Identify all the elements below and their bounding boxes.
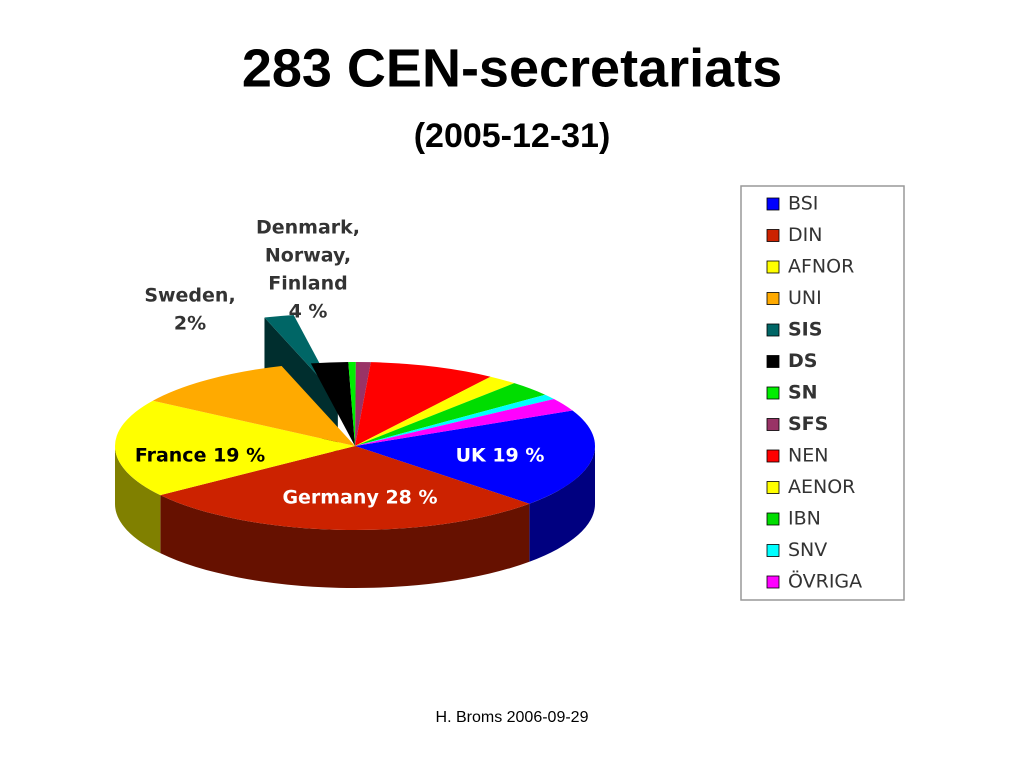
slice	[355, 399, 573, 446]
legend-label: SNV	[788, 539, 827, 561]
annotation: France 19 %	[135, 445, 265, 467]
legend-swatch	[766, 323, 780, 337]
annotation: 2%	[174, 313, 206, 335]
legend-swatch	[766, 481, 780, 494]
legend-box	[740, 185, 905, 601]
legend-swatch	[766, 512, 780, 526]
legend-label: AFNOR	[788, 256, 854, 278]
legend-swatch	[766, 386, 780, 400]
legend-label: SIS	[788, 319, 822, 341]
slice-side	[160, 495, 530, 588]
legend-swatch	[766, 229, 780, 242]
slice	[355, 362, 371, 446]
chart-subtitle: (2005-12-31)	[414, 117, 611, 155]
legend-label: ÖVRIGA	[788, 570, 862, 593]
slice	[355, 410, 596, 504]
chart-title: 283 CEN-secretariats	[242, 38, 782, 98]
legend-swatch	[766, 449, 780, 463]
slice	[355, 383, 546, 446]
slice	[114, 400, 355, 496]
legend-swatch	[766, 292, 780, 305]
slice	[348, 362, 356, 446]
slice	[310, 362, 355, 446]
legend-swatch	[766, 544, 780, 557]
annotation: Norway,	[265, 245, 351, 267]
legend-swatch	[766, 355, 780, 368]
legend-label: IBN	[788, 508, 821, 530]
legend-label: UNI	[788, 287, 822, 309]
slice	[355, 362, 491, 446]
annotation: Finland	[268, 273, 347, 295]
annotation: Sweden,	[144, 285, 235, 307]
pie	[114, 314, 596, 588]
annotation: UK 19 %	[456, 445, 545, 467]
legend-label: DS	[788, 350, 817, 372]
legend-swatch	[766, 418, 780, 431]
legend-label: BSI	[788, 193, 818, 215]
slice	[160, 446, 530, 530]
slice	[152, 366, 355, 446]
annotation: Denmark,	[256, 217, 360, 239]
legend-swatch	[766, 260, 780, 274]
legend-label: SN	[788, 382, 818, 404]
slice	[355, 376, 515, 446]
legend: BSI DIN AFNOR UNI SIS DS SN SFS NEN AENOR IBN SNV ÖV…	[740, 185, 905, 601]
annotation: 4 %	[289, 301, 328, 323]
slice-side	[529, 446, 595, 562]
legend-label: NEN	[788, 445, 828, 467]
annotation: Germany 28 %	[282, 487, 437, 509]
legend-label: SFS	[788, 413, 828, 435]
legend-label: DIN	[788, 224, 822, 246]
footer: H. Broms 2006-09-29	[436, 709, 589, 726]
slice	[355, 394, 554, 446]
legend-swatch	[766, 575, 780, 589]
legend-swatch	[766, 197, 780, 211]
slice-side	[115, 446, 161, 554]
legend-label: AENOR	[788, 476, 855, 498]
